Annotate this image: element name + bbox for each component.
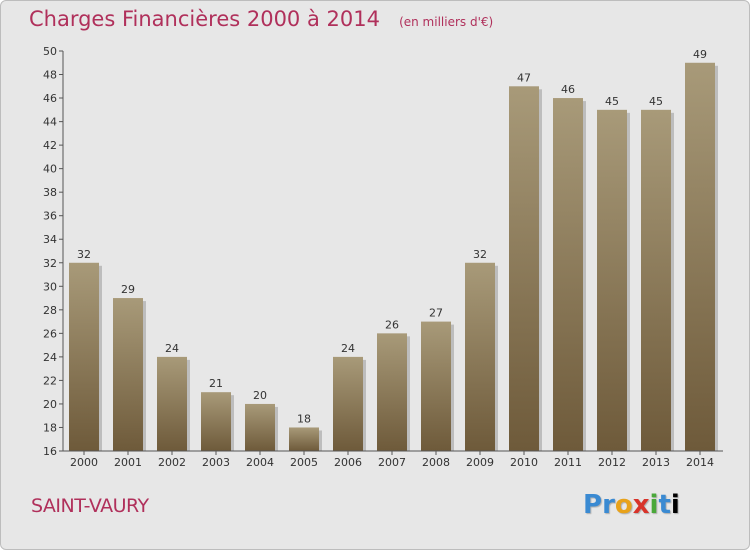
- bars: 32 29 24 21 20 18 24 26 27 32 47 46 45 45 49: [69, 48, 718, 451]
- bar-2010: [509, 86, 539, 451]
- y-tick-label: 42: [43, 139, 57, 152]
- y-tick-label: 24: [43, 351, 57, 364]
- proxiti-logo: Proxiti: [583, 490, 680, 520]
- y-tick-label: 36: [43, 210, 57, 223]
- bar-value-label: 24: [165, 342, 179, 355]
- y-tick-label: 44: [43, 116, 57, 129]
- x-tick-label: 2004: [246, 456, 274, 469]
- x-tick-label: 2000: [70, 456, 98, 469]
- bar-value-label: 32: [473, 248, 487, 261]
- y-tick-label: 50: [43, 45, 57, 58]
- bar-2012: [597, 109, 627, 451]
- x-tick-label: 2011: [554, 456, 582, 469]
- x-tick-label: 2008: [422, 456, 450, 469]
- y-tick-label: 46: [43, 92, 57, 105]
- y-tick-label: 48: [43, 69, 57, 82]
- bar-value-label: 26: [385, 318, 399, 331]
- y-tick-label: 34: [43, 233, 57, 246]
- bar-value-label: 45: [649, 95, 663, 108]
- bar-2009: [465, 262, 495, 451]
- x-axis: 2000 2001 2002 2003 2004 2005 2006 2007 2008 2009…: [63, 450, 723, 469]
- x-tick-label: 2014: [686, 456, 714, 469]
- y-tick-label: 26: [43, 327, 57, 340]
- bar-2014: [685, 62, 715, 451]
- bar-value-label: 47: [517, 71, 531, 84]
- chart-title: Charges Financières 2000 à 2014: [29, 7, 380, 31]
- x-tick-label: 2006: [334, 456, 362, 469]
- bar-2005: [289, 427, 319, 451]
- bar-value-label: 45: [605, 95, 619, 108]
- title-row: Charges Financières 2000 à 2014 (en mill…: [29, 7, 493, 31]
- x-tick-label: 2009: [466, 456, 494, 469]
- x-tick-label: 2001: [114, 456, 142, 469]
- y-tick-label: 28: [43, 304, 57, 317]
- bar-2008: [421, 321, 451, 451]
- bar-2003: [201, 392, 231, 451]
- bar-value-label: 49: [693, 48, 707, 61]
- bar-value-label: 32: [77, 248, 91, 261]
- y-tick-label: 20: [43, 398, 57, 411]
- bar-2002: [157, 356, 187, 451]
- bar-2011: [553, 98, 583, 451]
- x-tick-label: 2012: [598, 456, 626, 469]
- bar-value-label: 29: [121, 283, 135, 296]
- y-tick-label: 40: [43, 163, 57, 176]
- y-tick-label: 30: [43, 280, 57, 293]
- x-tick-label: 2007: [378, 456, 406, 469]
- bar-value-label: 24: [341, 342, 355, 355]
- y-tick-label: 22: [43, 374, 57, 387]
- chart-unit-label: (en milliers d'€): [399, 15, 494, 29]
- bar-2000: [69, 262, 99, 451]
- bar-2007: [377, 333, 407, 451]
- y-tick-label: 32: [43, 257, 57, 270]
- bar-value-label: 46: [561, 83, 575, 96]
- bar-2004: [245, 403, 275, 451]
- bar-value-label: 21: [209, 377, 223, 390]
- x-tick-label: 2005: [290, 456, 318, 469]
- y-tick-label: 18: [43, 421, 57, 434]
- y-tick-label: 16: [43, 445, 57, 458]
- y-tick-label: 38: [43, 186, 57, 199]
- bar-value-label: 27: [429, 307, 443, 320]
- bar-2006: [333, 356, 363, 451]
- place-name: SAINT-VAURY: [31, 495, 149, 517]
- x-tick-label: 2002: [158, 456, 186, 469]
- bar-2001: [113, 298, 143, 451]
- bar-value-label: 20: [253, 389, 267, 402]
- x-tick-label: 2003: [202, 456, 230, 469]
- bar-2013: [641, 109, 671, 451]
- x-tick-label: 2010: [510, 456, 538, 469]
- x-tick-label: 2013: [642, 456, 670, 469]
- bar-value-label: 18: [297, 412, 311, 425]
- y-axis: 16 18 20 22 24 26 28 30 32 34 36 38 40 42 44 46 48 50: [43, 45, 64, 458]
